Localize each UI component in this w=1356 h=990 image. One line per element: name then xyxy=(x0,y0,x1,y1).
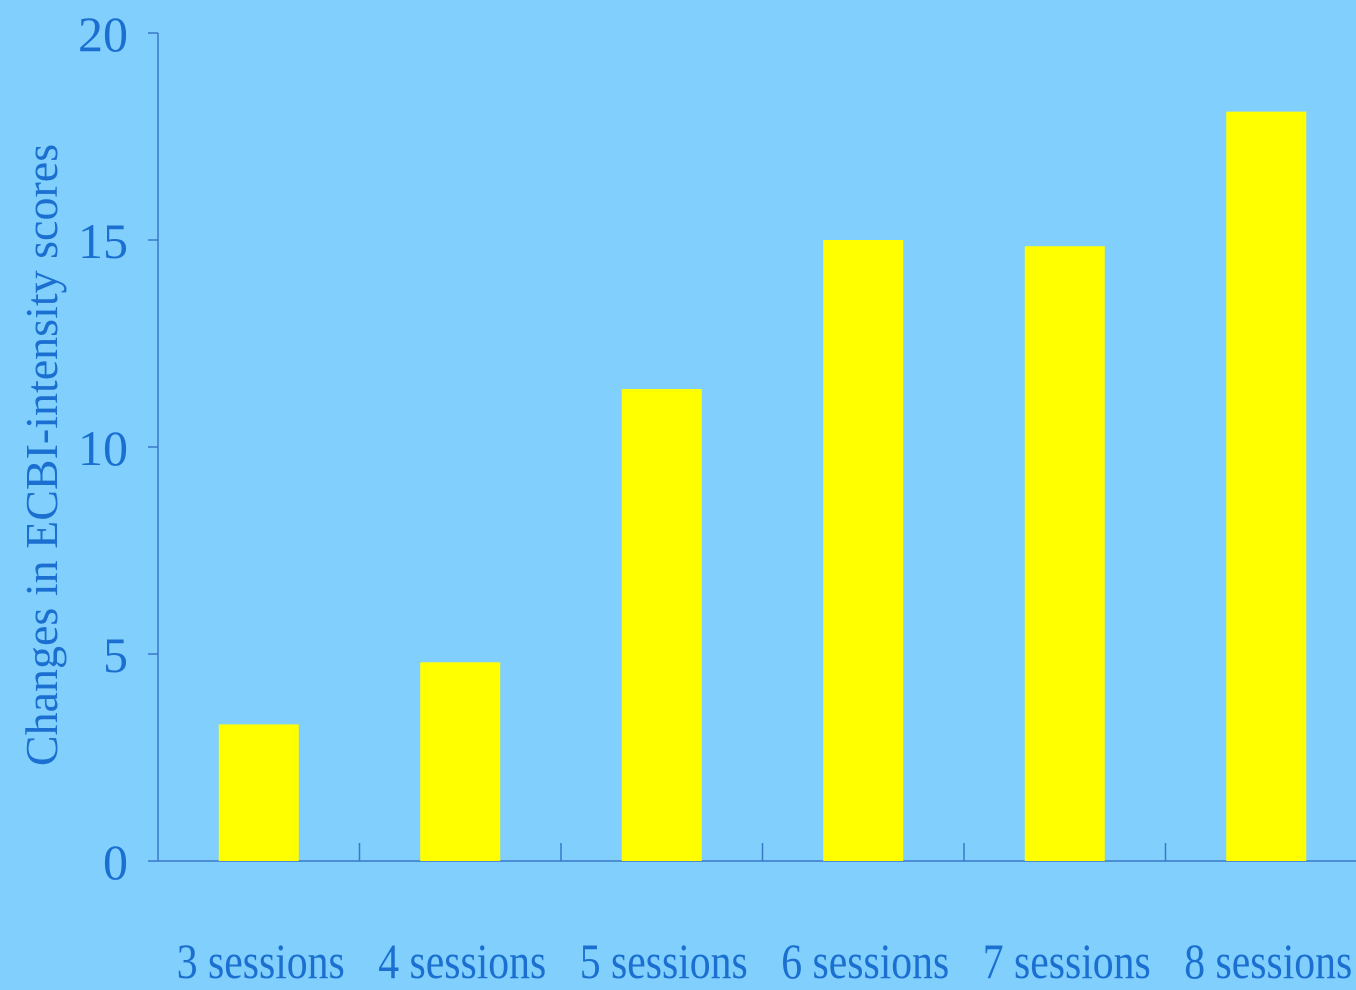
bars xyxy=(218,111,1307,861)
y-tick-label: 15 xyxy=(78,213,128,269)
x-category-label: 4 sessions xyxy=(378,933,546,989)
x-category-label: 6 sessions xyxy=(781,933,949,989)
y-tick-label: 5 xyxy=(103,627,128,683)
bar-4-sessions xyxy=(420,662,501,861)
x-category-label: 3 sessions xyxy=(177,933,345,989)
y-axis-title: Changes in ECBI-intensity scores xyxy=(16,144,67,766)
y-tick-label: 20 xyxy=(78,6,128,62)
bar-8-sessions xyxy=(1226,111,1307,861)
axes xyxy=(157,33,1356,862)
x-category-label: 7 sessions xyxy=(983,933,1151,989)
y-tick-label: 10 xyxy=(78,420,128,476)
category-labels: 3 sessions 4 sessions 5 sessions 6 sessions… xyxy=(177,933,1353,989)
bar-6-sessions xyxy=(823,240,904,861)
y-ticks: 0 5 10 15 20 xyxy=(78,6,158,890)
bar-3-sessions xyxy=(218,724,299,861)
x-category-label: 5 sessions xyxy=(580,933,748,989)
x-ticks xyxy=(358,843,1167,861)
y-tick-label: 0 xyxy=(103,834,128,890)
x-category-label: 8 sessions xyxy=(1184,933,1352,989)
bar-7-sessions xyxy=(1024,246,1105,861)
bar-5-sessions xyxy=(621,389,702,861)
